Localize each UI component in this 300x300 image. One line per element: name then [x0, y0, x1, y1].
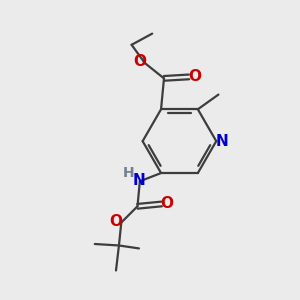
Text: O: O [133, 54, 146, 69]
Text: N: N [133, 173, 146, 188]
Text: O: O [160, 196, 173, 211]
Text: N: N [215, 134, 228, 149]
Text: O: O [188, 69, 201, 84]
Text: H: H [123, 166, 134, 180]
Text: O: O [110, 214, 122, 229]
